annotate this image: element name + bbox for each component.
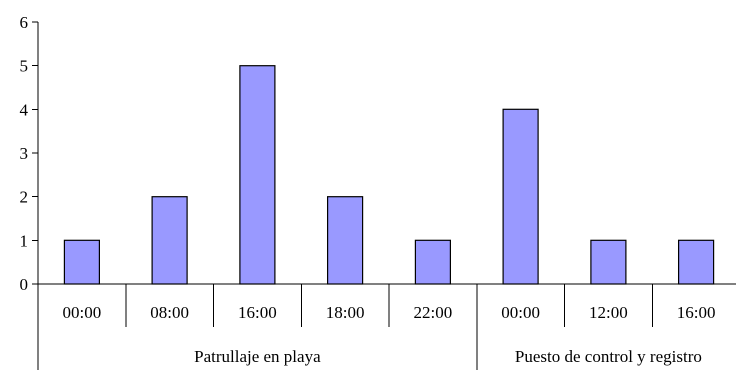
bar: [63, 239, 101, 285]
x-tick-label: 00:00: [501, 303, 540, 322]
bar: [239, 65, 276, 285]
x-axis: 00:00 08:00 16:00 18:00 22:00 00:00 12:00 16:00…: [37, 283, 736, 370]
x-tick-label: 22:00: [414, 303, 453, 322]
y-tick-label: 5: [20, 57, 29, 76]
x-tick-label: 16:00: [677, 303, 716, 322]
bar: [151, 196, 188, 285]
bar: [590, 239, 627, 285]
y-axis: 0 1 2 3 4 5 6: [20, 13, 39, 294]
x-tick-label: 08:00: [150, 303, 189, 322]
bar: [414, 239, 451, 285]
group-label: Puesto de control y registro: [515, 347, 702, 366]
y-tick-label: 3: [20, 144, 29, 163]
x-tick-label: 16:00: [238, 303, 277, 322]
bars: [63, 65, 715, 285]
bar: [677, 239, 715, 285]
group-label: Patrullaje en playa: [194, 347, 321, 366]
x-tick-label: 12:00: [589, 303, 628, 322]
y-tick-label: 0: [20, 275, 29, 294]
y-tick-label: 2: [20, 188, 29, 207]
x-tick-label: 18:00: [326, 303, 365, 322]
y-tick-label: 1: [20, 231, 29, 250]
y-tick-label: 4: [20, 100, 29, 119]
x-tick-label: 00:00: [63, 303, 102, 322]
y-tick-label: 6: [20, 13, 29, 32]
bar: [502, 108, 539, 285]
bar: [327, 196, 364, 285]
